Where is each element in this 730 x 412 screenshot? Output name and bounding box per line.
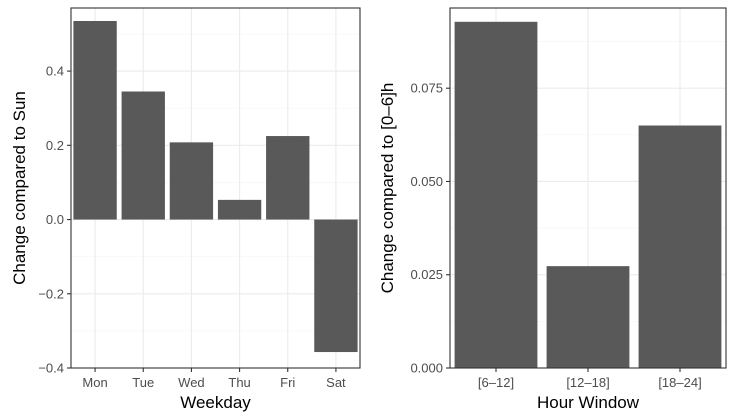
x-tick-label: [6–12]: [478, 375, 514, 390]
hour-window-chart: 0.000 0.025 0.050 0.075 [6–12] [12–18] [18–24]…: [378, 7, 727, 412]
bar-Wed: [169, 142, 214, 220]
x-tick-label: Sat: [326, 375, 346, 390]
x-tick-label: Thu: [228, 375, 250, 390]
panel-border: [70, 7, 361, 369]
y-tick-label: −0.4: [38, 361, 64, 376]
y-tick-label: 0.050: [410, 174, 443, 189]
x-tick-label: Mon: [82, 375, 107, 390]
bar-Tue: [121, 91, 165, 220]
x-tick-label: [12–18]: [566, 375, 609, 390]
bar-Mon: [73, 20, 117, 220]
x-tick-label: Tue: [132, 375, 154, 390]
bar-[6–12]: [454, 21, 538, 369]
x-tick-label: Wed: [178, 375, 205, 390]
y-tick-label: 0.025: [410, 267, 443, 282]
weekday-chart: −0.4 −0.2 0.0 0.2 0.4 Mon Tue Wed Thu Fri Sat Weekd…: [10, 7, 361, 412]
y-tick-label: 0.4: [46, 64, 64, 79]
bar-[12–18]: [546, 266, 630, 368]
bar-Sat: [314, 219, 358, 353]
y-tick-label: 0.075: [410, 81, 443, 96]
y-axis-title: Change compared to [0–6]h: [378, 83, 397, 294]
x-axis-title: Weekday: [180, 393, 251, 412]
y-tick-label: 0.000: [410, 361, 443, 376]
bar-Fri: [266, 136, 310, 220]
y-tick-label: −0.2: [38, 286, 64, 301]
bar-[18–24]: [638, 125, 722, 368]
y-tick-label: 0.2: [46, 138, 64, 153]
x-tick-label: [18–24]: [658, 375, 701, 390]
y-tick-label: 0.0: [46, 212, 64, 227]
y-axis-title: Change compared to Sun: [10, 91, 29, 285]
x-tick-label: Fri: [280, 375, 295, 390]
x-axis-title: Hour Window: [537, 393, 640, 412]
bar-Thu: [217, 199, 262, 220]
